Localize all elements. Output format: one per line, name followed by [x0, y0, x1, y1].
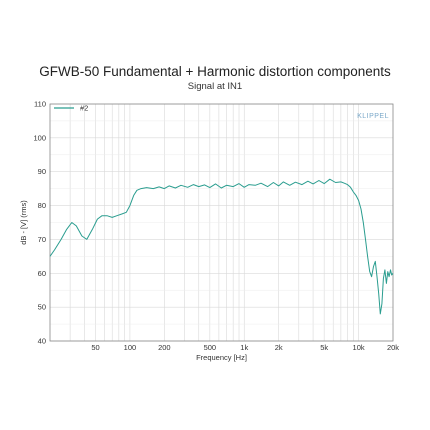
series-layer [49, 178, 394, 315]
y-tick-label: 110 [34, 100, 46, 109]
legend-label-series-1: #2 [80, 104, 88, 113]
x-tick-labels: 50 100 200 500 1k 2k 5k 10k 20k [91, 343, 399, 352]
x-tick-label: 20k [387, 343, 399, 352]
y-tick-label: 40 [38, 337, 46, 346]
legend: #2 [54, 104, 88, 113]
grid [50, 103, 393, 342]
x-tick-label: 100 [124, 343, 137, 352]
y-axis-label: dB - [V] (rms) [19, 200, 28, 245]
x-tick-label: 5k [320, 343, 328, 352]
x-tick-label: 2k [275, 343, 283, 352]
y-tick-label: 50 [38, 303, 46, 312]
chart-title: GFWB-50 Fundamental + Harmonic distortio… [39, 64, 391, 79]
y-tick-labels: 40 50 60 70 80 90 100 110 [33, 100, 46, 346]
y-tick-label: 60 [38, 269, 46, 278]
y-tick-label: 70 [38, 235, 46, 244]
x-tick-label: 50 [91, 343, 99, 352]
x-tick-label: 1k [240, 343, 248, 352]
series-line-1 [49, 178, 394, 315]
x-tick-label: 200 [158, 343, 171, 352]
x-tick-label: 10k [353, 343, 365, 352]
y-tick-label: 80 [38, 201, 46, 210]
chart-subtitle: Signal at IN1 [187, 81, 243, 92]
x-tick-label: 500 [204, 343, 217, 352]
y-tick-label: 100 [33, 133, 46, 142]
klippel-watermark: KLIPPEL [357, 113, 389, 120]
y-tick-label: 90 [38, 167, 46, 176]
plot-frame [49, 103, 394, 342]
x-axis-label: Frequency [Hz] [196, 353, 247, 362]
